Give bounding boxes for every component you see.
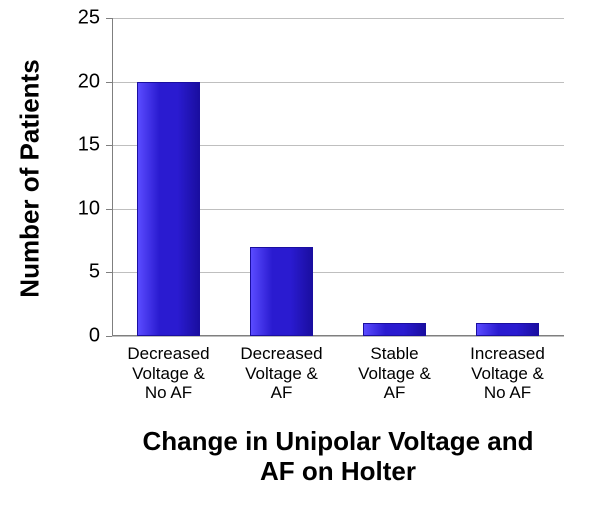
bar (363, 323, 425, 336)
category-label-line: No AF (451, 383, 564, 403)
category-label-line: Stable (338, 344, 451, 364)
category-label-line: Voltage & (451, 364, 564, 384)
y-tick (106, 336, 112, 337)
category-label-line: Decreased (225, 344, 338, 364)
category-label: IncreasedVoltage &No AF (451, 344, 564, 403)
y-tick (106, 272, 112, 273)
bar-face (476, 323, 538, 336)
grid-line (112, 336, 564, 337)
y-tick (106, 145, 112, 146)
y-tick (106, 18, 112, 19)
category-label: StableVoltage &AF (338, 344, 451, 403)
bar (250, 247, 312, 336)
x-axis-title: Change in Unipolar Voltage andAF on Holt… (112, 427, 564, 487)
category-label: DecreasedVoltage &AF (225, 344, 338, 403)
category-label: DecreasedVoltage &No AF (112, 344, 225, 403)
category-label-line: Voltage & (225, 364, 338, 384)
y-tick (106, 209, 112, 210)
category-label-line: Voltage & (112, 364, 225, 384)
y-tick (106, 82, 112, 83)
bars-layer (112, 18, 564, 336)
plot-area (112, 18, 564, 336)
category-label-line: AF (225, 383, 338, 403)
category-label-line: No AF (112, 383, 225, 403)
x-axis-title-line: AF on Holter (112, 457, 564, 487)
bar-face (137, 82, 199, 336)
bar-face (250, 247, 312, 336)
category-label-line: Voltage & (338, 364, 451, 384)
category-label-line: Decreased (112, 344, 225, 364)
y-axis-label: Number of Patients (15, 20, 46, 338)
bar-face (363, 323, 425, 336)
bar-chart: 0510152025DecreasedVoltage &No AFDecreas… (0, 0, 600, 522)
x-axis-title-line: Change in Unipolar Voltage and (112, 427, 564, 457)
bar (476, 323, 538, 336)
bar (137, 82, 199, 336)
category-label-line: Increased (451, 344, 564, 364)
category-label-line: AF (338, 383, 451, 403)
